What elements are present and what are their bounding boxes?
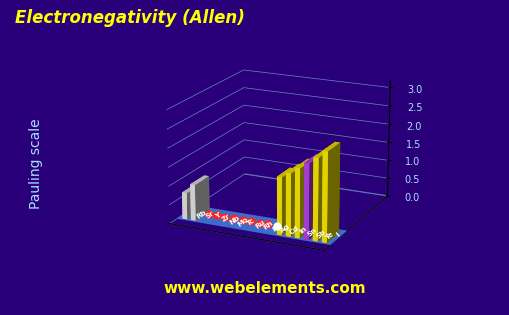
Text: Electronegativity (Allen): Electronegativity (Allen)	[15, 9, 245, 27]
Text: www.webelements.com: www.webelements.com	[163, 281, 366, 296]
Text: Pauling scale: Pauling scale	[29, 118, 43, 209]
